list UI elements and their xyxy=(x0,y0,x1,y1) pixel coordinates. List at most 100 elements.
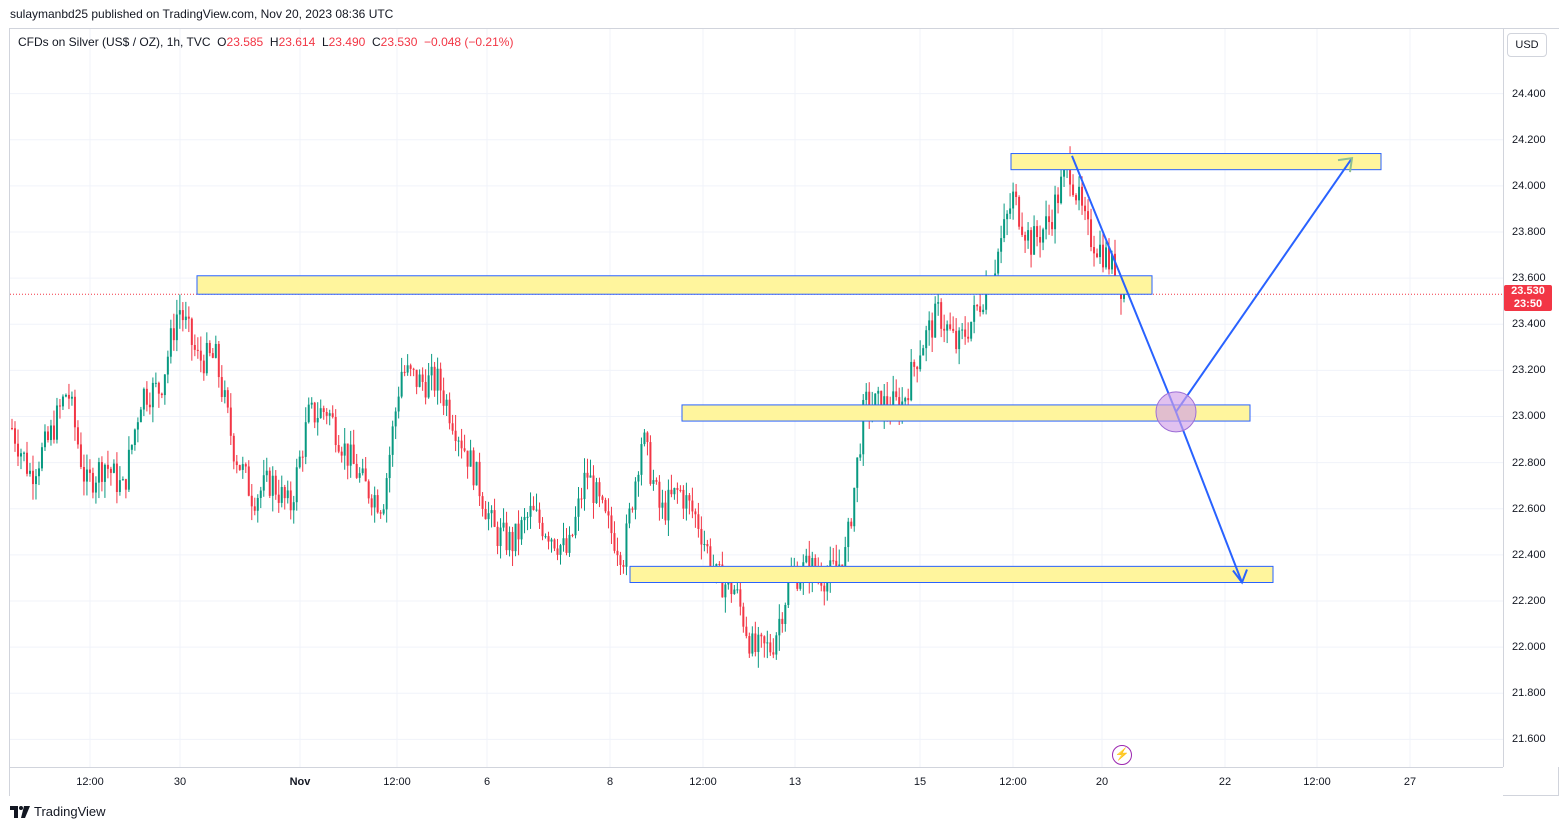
candle-body xyxy=(250,495,253,507)
candle-body xyxy=(202,360,205,374)
candle-body xyxy=(622,565,625,567)
candle-body xyxy=(1063,166,1066,177)
footer-brand[interactable]: TradingView xyxy=(10,804,106,819)
candle-body xyxy=(469,450,472,467)
price-axis[interactable]: 24.400 24.200 24.000 23.800 23.600 23.400 23.2… xyxy=(1503,29,1559,767)
candle-body xyxy=(481,496,484,509)
candle-body xyxy=(280,487,283,503)
support-resistance-zone xyxy=(681,404,1251,422)
candle-body xyxy=(703,544,706,546)
candle-body xyxy=(919,355,922,370)
candle-body xyxy=(265,470,268,476)
candle-body xyxy=(148,404,151,408)
candle-body xyxy=(880,390,883,418)
candle-body xyxy=(922,348,925,356)
candle-body xyxy=(1000,238,1003,252)
candle-body xyxy=(304,422,307,457)
candle-body xyxy=(976,305,979,307)
candle-body xyxy=(823,585,826,592)
candle-body xyxy=(94,482,97,493)
candle-body xyxy=(406,365,409,373)
candle-body xyxy=(475,461,478,486)
candle-body xyxy=(373,495,376,508)
candle-body xyxy=(1054,194,1057,230)
candle-body xyxy=(127,449,130,490)
time-tick-label: 6 xyxy=(483,776,491,788)
candle-body xyxy=(655,480,658,482)
candle-body xyxy=(43,431,46,448)
candle-body xyxy=(754,633,757,652)
candle-body xyxy=(532,505,535,510)
candle-body xyxy=(529,505,532,517)
candle-body xyxy=(316,417,319,423)
candle-body xyxy=(1009,208,1012,214)
candle-body xyxy=(643,432,646,445)
candle-body xyxy=(955,330,958,350)
candle-body xyxy=(1075,195,1078,201)
symbol-legend[interactable]: CFDs on Silver (US$ / OZ), 1h, TVC O23.5… xyxy=(18,35,513,49)
candle-body xyxy=(1111,253,1114,270)
candle-body xyxy=(118,480,121,493)
candle-body xyxy=(586,472,589,478)
candle-body xyxy=(409,365,412,369)
time-tick-label: 27 xyxy=(1403,776,1417,788)
candle-body xyxy=(11,427,13,429)
candle-body xyxy=(46,431,49,441)
projection-path-up xyxy=(1175,157,1353,413)
price-chart[interactable] xyxy=(10,29,1503,767)
candle-body xyxy=(667,489,670,521)
candle-body xyxy=(34,476,37,485)
candle-body xyxy=(277,494,280,503)
candle-body xyxy=(88,469,91,473)
candle-body xyxy=(931,320,934,338)
candle-body xyxy=(1042,229,1045,243)
candle-body xyxy=(226,390,229,408)
time-axis[interactable]: 12:00 30 Nov 12:00 6 8 12:00 13 15 12:00 20 22 12:00… xyxy=(10,767,1503,796)
candle-body xyxy=(259,490,262,498)
last-price-badge: 23.530 23:50 xyxy=(1504,285,1552,312)
candle-body xyxy=(232,435,235,462)
candle-body xyxy=(358,473,361,478)
candle-body xyxy=(499,527,502,547)
candle-body xyxy=(970,321,973,339)
lightning-icon[interactable]: ⚡ xyxy=(1112,745,1132,765)
candle-body xyxy=(274,475,277,495)
candle-body xyxy=(91,472,94,493)
high-value: 23.614 xyxy=(278,35,316,49)
candle-body xyxy=(676,487,679,490)
candle-body xyxy=(535,509,538,511)
candle-body xyxy=(136,422,139,430)
candle-body xyxy=(502,522,505,528)
candle-body xyxy=(115,463,118,493)
candle-body xyxy=(355,463,358,478)
last-price-value: 23.530 xyxy=(1511,285,1545,298)
candle-body xyxy=(784,604,787,624)
chart-plot-area[interactable] xyxy=(10,29,1503,767)
candle-body xyxy=(319,408,322,418)
candle-body xyxy=(379,512,382,514)
currency-button[interactable]: USD xyxy=(1507,33,1547,57)
candle-body xyxy=(757,634,760,652)
candle-body xyxy=(172,328,175,341)
candle-body xyxy=(1051,222,1054,230)
candle-body xyxy=(559,545,562,555)
time-tick-label: Nov xyxy=(289,776,311,788)
candle-body xyxy=(520,520,523,540)
candle-body xyxy=(1057,194,1060,204)
candle-body xyxy=(670,489,673,495)
candle-body xyxy=(832,560,835,562)
candle-body xyxy=(169,328,172,357)
time-tick-label: 12:00 xyxy=(1303,776,1331,788)
candle-body xyxy=(592,475,595,503)
candle-body xyxy=(214,343,217,358)
candle-body xyxy=(1027,230,1030,241)
time-tick-label: 8 xyxy=(606,776,614,788)
candle-body xyxy=(937,302,940,304)
candle-body xyxy=(1084,205,1087,212)
candle-body xyxy=(253,506,256,511)
candle-body xyxy=(271,475,274,496)
candle-body xyxy=(925,330,928,349)
candle-body xyxy=(511,531,514,552)
candle-body xyxy=(979,306,982,313)
candle-body xyxy=(223,390,226,398)
